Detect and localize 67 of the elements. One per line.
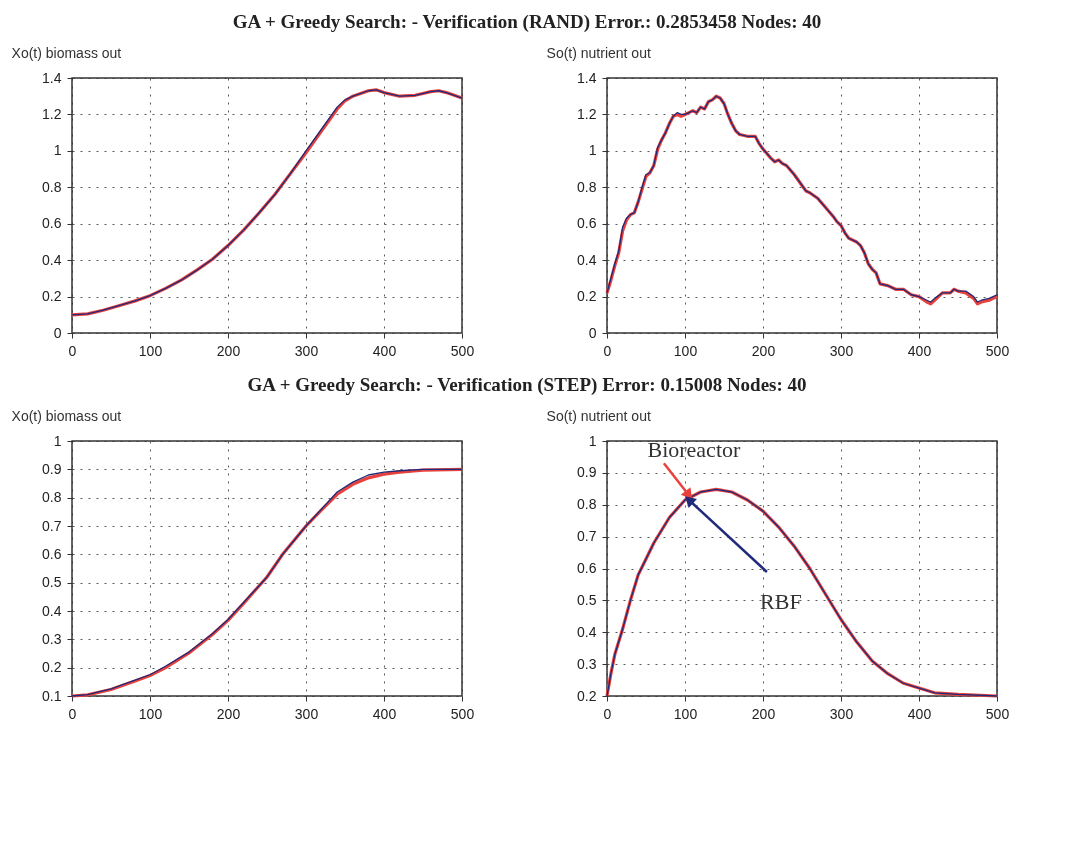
y-tick-label: 0.2	[577, 288, 597, 305]
x-tick-label: 100	[673, 342, 698, 359]
x-tick-label: 300	[829, 342, 854, 359]
y-tick-label: 0.3	[577, 655, 597, 672]
x-tick-label: 200	[216, 342, 241, 359]
x-tick-label: 0	[603, 342, 612, 359]
y-tick-label: 0.2	[577, 687, 597, 704]
y-tick-label: 0.4	[577, 251, 597, 268]
x-tick-label: 0	[68, 342, 77, 359]
y-tick-label: 0.6	[577, 560, 597, 576]
x-tick-label: 200	[751, 342, 776, 359]
x-tick-label: 500	[985, 705, 1010, 722]
chart-title: So(t) nutrient out	[546, 408, 651, 424]
x-tick-label: 100	[138, 705, 163, 722]
x-tick-label: 400	[372, 705, 397, 722]
x-tick-label: 500	[985, 342, 1010, 359]
y-tick-label: 0	[53, 324, 62, 341]
y-tick-label: 0.3	[42, 630, 62, 647]
y-tick-label: 1	[53, 432, 62, 449]
y-tick-label: 0.5	[577, 591, 597, 608]
chart-title: Xo(t) biomass out	[11, 45, 122, 61]
y-tick-label: 0.8	[42, 178, 62, 195]
y-tick-label: 0.8	[577, 178, 597, 195]
x-tick-label: 200	[216, 705, 241, 722]
y-tick-label: 1.2	[42, 105, 62, 122]
x-tick-label: 0	[68, 705, 77, 722]
y-tick-label: 0.1	[42, 687, 62, 704]
text: GA + Greedy Search: - Verification (RAND) Error.: 0.2853458 Nodes: 40	[232, 11, 822, 33]
annotation: Bioreactor	[647, 437, 741, 463]
y-tick-label: 0.2	[42, 288, 62, 305]
x-tick-label: 100	[138, 342, 163, 359]
y-tick-label: 0.2	[42, 659, 62, 676]
y-tick-label: 1.4	[577, 69, 597, 86]
y-tick-label: 0.9	[577, 464, 597, 481]
x-tick-label: 300	[294, 705, 319, 722]
x-tick-label: 500	[450, 342, 475, 359]
y-tick-label: 1	[588, 432, 597, 449]
x-tick-label: 300	[294, 342, 319, 359]
y-tick-label: 0.6	[42, 545, 62, 562]
x-tick-label: 400	[907, 342, 932, 359]
text: GA + Greedy Search: - Verification (STEP) Error: 0.15008 Nodes: 40	[247, 374, 807, 396]
y-tick-label: 0.4	[42, 602, 62, 619]
y-tick-label: 1.4	[42, 69, 62, 86]
chart-title: Xo(t) biomass out	[11, 408, 122, 424]
x-tick-label: 200	[751, 705, 776, 722]
x-tick-label: 500	[450, 705, 475, 722]
annotation: RBF	[760, 588, 802, 614]
y-tick-label: 0.4	[42, 251, 62, 268]
y-tick-label: 1	[53, 142, 62, 159]
y-tick-label: 0.7	[577, 528, 597, 545]
x-tick-label: 100	[673, 705, 698, 722]
y-tick-label: 0.6	[577, 215, 597, 232]
chart-title: So(t) nutrient out	[546, 45, 651, 61]
y-tick-label: 0.6	[42, 215, 62, 232]
y-tick-label: 0	[588, 324, 597, 341]
x-tick-label: 0	[603, 705, 612, 722]
x-tick-label: 300	[829, 705, 854, 722]
x-tick-label: 400	[907, 705, 932, 722]
y-tick-label: 0.8	[42, 489, 62, 506]
y-tick-label: 0.9	[42, 460, 62, 477]
y-tick-label: 0.5	[42, 574, 62, 591]
y-tick-label: 0.8	[577, 496, 597, 513]
y-tick-label: 1	[588, 142, 597, 159]
y-tick-label: 1.2	[577, 105, 597, 122]
y-tick-label: 0.4	[577, 623, 597, 640]
x-tick-label: 400	[372, 342, 397, 359]
y-tick-label: 0.7	[42, 517, 62, 534]
